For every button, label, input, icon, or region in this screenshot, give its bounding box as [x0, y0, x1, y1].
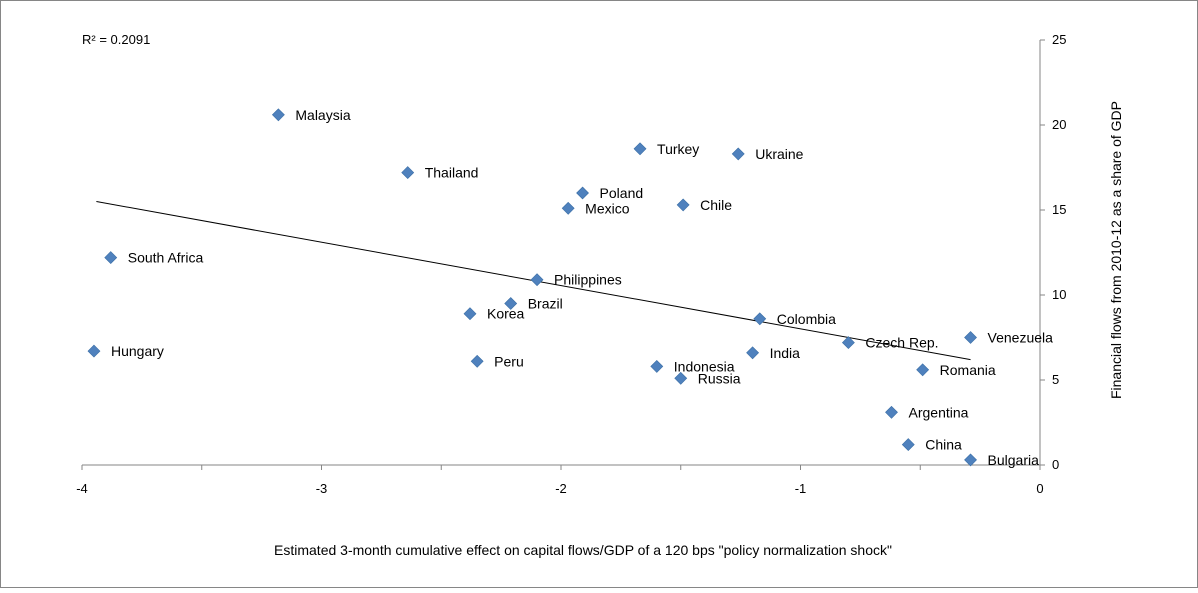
data-label-korea: Korea	[487, 306, 525, 322]
data-label-chile: Chile	[700, 197, 732, 213]
r-squared-annotation: R² = 0.2091	[82, 32, 150, 47]
data-point-south-africa	[104, 251, 118, 265]
y-axis-title: Financial flows from 2010-12 as a share …	[1108, 101, 1124, 399]
data-label-philippines: Philippines	[554, 272, 622, 288]
data-label-poland: Poland	[600, 185, 644, 201]
data-point-mexico	[561, 201, 575, 215]
data-label-czech-rep: Czech Rep.	[865, 335, 938, 351]
data-label-hungary: Hungary	[111, 343, 164, 359]
data-label-brazil: Brazil	[528, 296, 563, 312]
data-labels: Malaysia Turkey Ukraine Thailand PolandMexic…	[111, 107, 1053, 468]
data-point-india	[746, 346, 760, 360]
data-point-romania	[916, 363, 930, 377]
data-point-ukraine	[731, 147, 745, 161]
x-tick-label: -2	[555, 481, 567, 496]
y-tick-label: 25	[1052, 32, 1066, 47]
data-point-korea	[463, 307, 477, 321]
data-point-argentina	[885, 405, 898, 419]
data-point-chile	[676, 198, 690, 212]
data-label-china: China	[925, 437, 962, 453]
data-label-colombia: Colombia	[777, 311, 836, 327]
data-point-philippines	[530, 273, 544, 287]
data-points	[87, 108, 977, 467]
data-point-brazil	[504, 297, 518, 310]
x-tick-label: 0	[1036, 481, 1043, 496]
data-point-poland	[576, 186, 589, 200]
data-label-turkey: Turkey	[657, 141, 699, 157]
data-point-colombia	[753, 312, 767, 326]
data-point-peru	[470, 354, 484, 368]
data-label-argentina: Argentina	[909, 404, 969, 420]
data-label-mexico: Mexico	[585, 200, 630, 216]
data-point-venezuela	[964, 331, 977, 344]
data-point-turkey	[633, 142, 647, 156]
y-tick-label: 5	[1052, 372, 1059, 387]
data-label-ukraine: Ukraine	[755, 146, 803, 162]
x-tick-label: -4	[76, 481, 88, 496]
data-label-peru: Peru	[494, 353, 524, 369]
data-label-thailand: Thailand	[425, 165, 479, 181]
data-point-bulgaria	[964, 453, 977, 467]
data-label-romania: Romania	[940, 362, 996, 378]
y-tick-label: 15	[1052, 202, 1066, 217]
axes: -4 -3 -2 -1 00 5 10 15 20 25	[76, 32, 1066, 496]
data-label-russia: Russia	[698, 370, 741, 386]
data-label-indonesia: Indonesia	[674, 358, 735, 374]
data-label-malaysia: Malaysia	[295, 107, 350, 123]
x-tick-label: -3	[316, 481, 328, 496]
y-tick-label: 20	[1052, 117, 1066, 132]
y-tick-label: 0	[1052, 457, 1059, 472]
data-point-hungary	[87, 344, 101, 358]
data-point-czech-rep	[841, 336, 855, 350]
data-point-china	[901, 438, 915, 452]
data-point-thailand	[401, 166, 415, 180]
y-tick-label: 10	[1052, 287, 1066, 302]
data-label-india: India	[770, 345, 801, 361]
data-label-venezuela: Venezuela	[988, 330, 1054, 346]
data-point-indonesia	[650, 359, 664, 373]
data-label-south-africa: South Africa	[128, 250, 204, 266]
x-tick-label: -1	[795, 481, 807, 496]
data-label-bulgaria: Bulgaria	[988, 452, 1040, 468]
data-point-malaysia	[271, 108, 285, 122]
x-axis-title: Estimated 3-month cumulative effect on c…	[274, 542, 892, 558]
data-point-russia	[674, 371, 688, 385]
